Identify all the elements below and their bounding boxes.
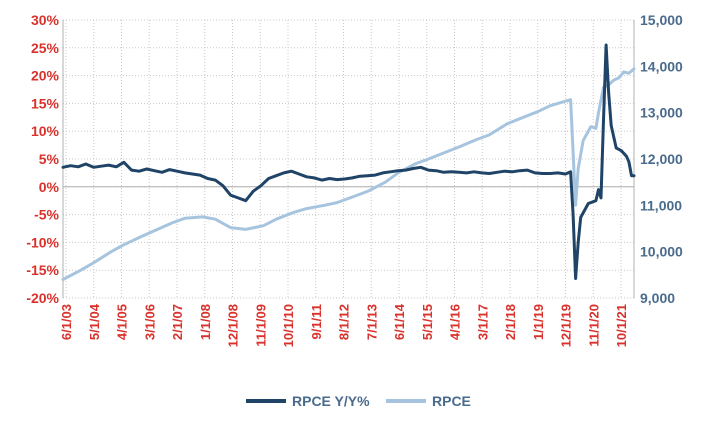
x-tick-label: 4/1/16: [448, 304, 463, 340]
x-tick-label: 12/1/19: [559, 304, 574, 347]
x-tick-label: 1/1/08: [198, 304, 213, 340]
x-tick-label: 8/1/12: [337, 304, 352, 340]
left-tick-label: -15%: [26, 262, 59, 278]
right-tick-label: 12,000: [640, 151, 683, 167]
left-tick-label: 15%: [31, 95, 60, 111]
right-axis-ticks: 9,000 10,000 11,000 12,000 13,000 14,000 15,00…: [640, 12, 683, 306]
x-tick-label: 1/1/19: [531, 304, 546, 340]
x-tick-label: 12/1/08: [226, 304, 241, 347]
left-tick-label: 25%: [31, 40, 60, 56]
x-tick-label: 2/1/18: [503, 304, 518, 340]
right-tick-label: 9,000: [640, 290, 675, 306]
x-tick-label: 2/1/07: [170, 304, 185, 340]
left-tick-label: 5%: [39, 151, 60, 167]
right-tick-label: 10,000: [640, 244, 683, 260]
x-tick-label: 6/1/14: [392, 303, 407, 340]
right-tick-label: 13,000: [640, 105, 683, 121]
axes: [62, 20, 635, 298]
x-tick-label: 5/1/04: [87, 303, 102, 340]
legend-label-rpce-yoy: RPCE Y/Y%: [292, 393, 370, 409]
grid: [63, 19, 634, 299]
x-axis-ticks: 6/1/03 5/1/04 4/1/05 3/1/06 2/1/07 1/1/08 12/1…: [59, 303, 629, 347]
left-tick-label: 10%: [31, 123, 60, 139]
x-tick-label: 3/1/17: [475, 304, 490, 340]
x-tick-label: 11/1/09: [253, 304, 268, 347]
x-tick-label: 10/1/10: [281, 304, 296, 347]
x-tick-label: 3/1/06: [142, 304, 157, 340]
x-tick-label: 9/1/11: [309, 304, 324, 339]
right-tick-label: 14,000: [640, 58, 683, 74]
series-lines: [61, 43, 636, 281]
x-tick-label: 4/1/05: [115, 304, 130, 340]
left-tick-label: 20%: [31, 68, 60, 84]
left-tick-label: 0%: [39, 179, 60, 195]
series-line-rpce-yoy: [61, 43, 636, 280]
left-tick-label: -20%: [26, 290, 59, 306]
x-tick-label: 7/1/13: [364, 304, 379, 340]
legend-label-rpce: RPCE: [432, 393, 471, 409]
right-tick-label: 15,000: [640, 12, 683, 28]
x-tick-label: 6/1/03: [59, 304, 74, 340]
series-line-rpce: [61, 67, 636, 281]
x-tick-label: 10/1/21: [614, 304, 629, 347]
left-tick-label: 30%: [31, 12, 60, 28]
x-tick-label: 11/1/20: [586, 304, 601, 347]
right-tick-label: 11,000: [640, 197, 682, 213]
left-tick-label: -10%: [26, 234, 59, 250]
legend: RPCE Y/Y% RPCE: [246, 393, 471, 409]
left-axis-ticks: -20% -15% -10% -5% 0% 5% 10% 15% 20% 25% 30%: [26, 12, 59, 306]
left-tick-label: -5%: [34, 207, 59, 223]
x-tick-label: 5/1/15: [420, 304, 435, 340]
